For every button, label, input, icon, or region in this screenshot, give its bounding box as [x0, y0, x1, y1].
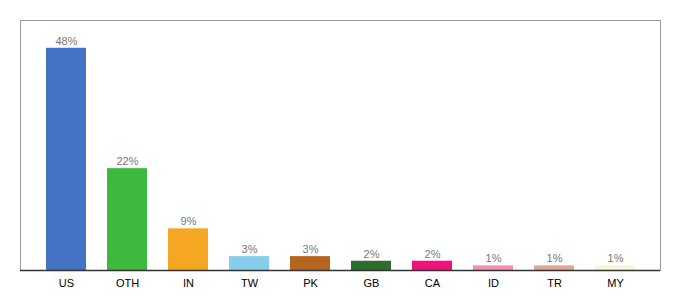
- svg-text:ID: ID: [488, 277, 499, 289]
- svg-text:1%: 1%: [608, 252, 624, 264]
- svg-text:OTH: OTH: [116, 277, 139, 289]
- svg-text:US: US: [59, 277, 74, 289]
- svg-text:MY: MY: [607, 277, 624, 289]
- svg-text:1%: 1%: [486, 252, 502, 264]
- svg-text:TR: TR: [547, 277, 562, 289]
- svg-text:GB: GB: [364, 277, 380, 289]
- svg-text:2%: 2%: [425, 248, 441, 260]
- svg-text:3%: 3%: [303, 243, 319, 255]
- svg-text:CA: CA: [425, 277, 441, 289]
- svg-text:3%: 3%: [242, 243, 258, 255]
- svg-text:IN: IN: [183, 277, 194, 289]
- svg-text:TW: TW: [241, 277, 259, 289]
- svg-text:9%: 9%: [181, 215, 197, 227]
- svg-text:1%: 1%: [547, 252, 563, 264]
- svg-text:2%: 2%: [364, 248, 380, 260]
- svg-text:PK: PK: [303, 277, 318, 289]
- svg-text:48%: 48%: [55, 35, 77, 47]
- svg-text:22%: 22%: [116, 155, 138, 167]
